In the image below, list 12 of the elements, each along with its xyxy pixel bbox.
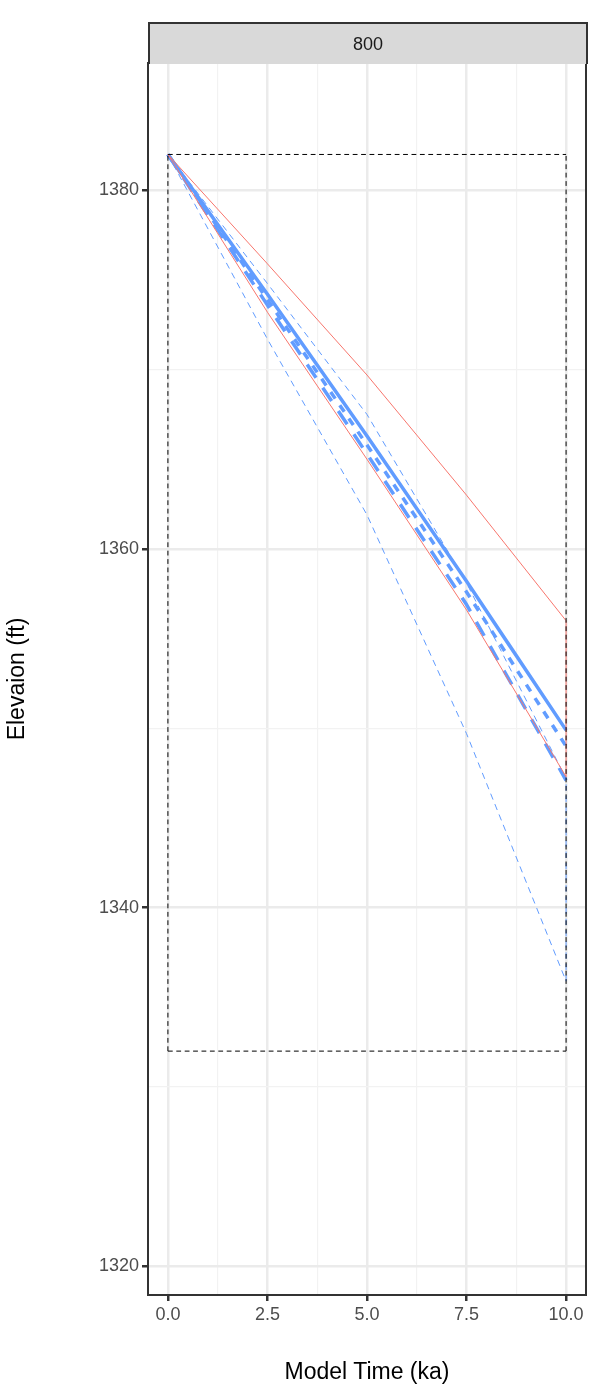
- x-tick-label: 0.0: [155, 1303, 181, 1324]
- y-axis-title: Elevaion (ft): [3, 617, 30, 741]
- x-tick-label: 5.0: [354, 1303, 380, 1324]
- x-axis-title: Model Time (ka): [284, 1357, 450, 1384]
- y-tick-label: 1360: [98, 537, 139, 558]
- x-tick-label: 7.5: [454, 1303, 480, 1324]
- x-tick-label: 10.0: [548, 1303, 584, 1324]
- y-tick-label: 1380: [98, 179, 139, 200]
- x-tick-label: 2.5: [254, 1303, 280, 1324]
- y-tick-label: 1340: [98, 896, 139, 917]
- y-tick-label: 1320: [98, 1255, 139, 1276]
- chart-title: 800: [148, 22, 588, 64]
